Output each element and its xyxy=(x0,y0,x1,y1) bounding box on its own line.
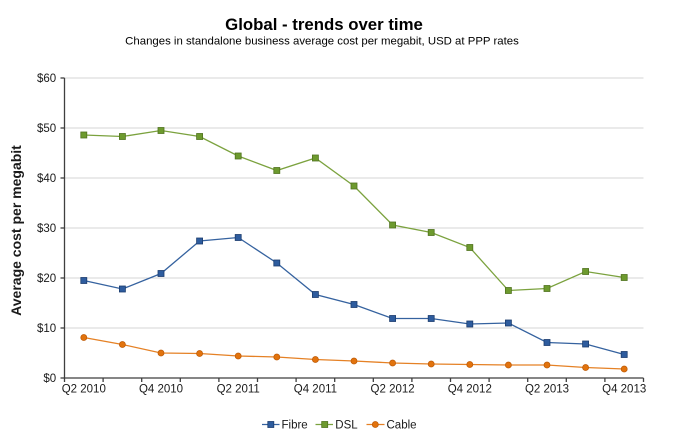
svg-text:$60: $60 xyxy=(37,73,56,85)
svg-text:$0: $0 xyxy=(43,373,56,385)
svg-text:$40: $40 xyxy=(37,173,56,185)
svg-text:Q2 2011: Q2 2011 xyxy=(217,384,260,396)
svg-text:Average cost per megabit: Average cost per megabit xyxy=(8,145,24,316)
svg-text:Q4 2011: Q4 2011 xyxy=(294,384,337,396)
svg-text:Q2 2012: Q2 2012 xyxy=(371,384,415,396)
svg-text:Changes in standalone business: Changes in standalone business average c… xyxy=(125,36,519,48)
svg-text:Cable: Cable xyxy=(387,420,417,432)
svg-text:$20: $20 xyxy=(37,273,56,285)
svg-text:Q4 2012: Q4 2012 xyxy=(448,384,492,396)
svg-text:$50: $50 xyxy=(37,123,56,135)
svg-text:$10: $10 xyxy=(37,323,56,335)
svg-text:Global - trends over time: Global - trends over time xyxy=(225,15,423,34)
svg-text:Q4 2013: Q4 2013 xyxy=(602,384,646,396)
svg-text:Q2 2010: Q2 2010 xyxy=(62,384,106,396)
svg-text:Fibre: Fibre xyxy=(282,420,308,432)
svg-text:Q2 2013: Q2 2013 xyxy=(525,384,569,396)
svg-text:$30: $30 xyxy=(37,223,56,235)
svg-text:DSL: DSL xyxy=(335,420,358,432)
svg-text:Q4 2010: Q4 2010 xyxy=(139,384,183,396)
